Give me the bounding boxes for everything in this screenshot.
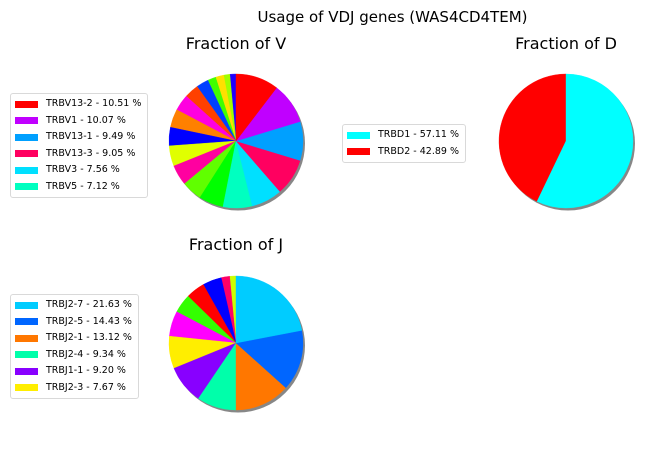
d-legend-label: TRBD2 - 42.89 % — [378, 145, 459, 157]
j-legend-label: TRBJ2-5 - 14.43 % — [46, 315, 132, 327]
figure-title: Usage of VDJ genes (WAS4CD4TEM) — [257, 8, 528, 26]
j-pie-slice — [235, 342, 287, 411]
v-legend-swatch — [15, 133, 38, 141]
v-legend-label: TRBV3 - 7.56 % — [46, 164, 120, 175]
j-legend-entry: TRBJ2-7 - 21.63 % — [15, 297, 132, 314]
j-pie-title: Fraction of J — [188, 235, 284, 254]
v-pie-legend: TRBV13-2 - 10.51 % TRBV1 - 10.07 % TRBV13-… — [10, 93, 149, 198]
d-pie-slice — [498, 73, 567, 202]
d-pie-slice — [536, 73, 634, 209]
j-legend-entry: TRBJ2-3 - 7.67 % — [15, 380, 132, 397]
d-legend-swatch — [347, 131, 370, 139]
j-legend-swatch — [15, 318, 38, 326]
v-legend-entry: TRBV13-2 - 10.51 % — [15, 96, 141, 113]
v-legend-swatch — [15, 183, 38, 191]
j-pie-slice — [235, 330, 304, 389]
j-legend-label: TRBJ1-1 - 9.20 % — [46, 365, 126, 376]
j-pie-slice — [235, 275, 303, 344]
v-legend-swatch — [15, 100, 38, 108]
d-legend-label: TRBD1 - 57.11 % — [378, 129, 459, 140]
d-pie-legend: TRBD1 - 57.11 % TRBD2 - 42.89 % — [342, 124, 466, 163]
j-legend-entry: TRBJ2-4 - 9.34 % — [15, 347, 132, 364]
d-pie-title: Fraction of D — [515, 34, 617, 53]
j-legend-swatch — [15, 301, 38, 309]
j-legend-entry: TRBJ1-1 - 9.20 % — [15, 363, 132, 380]
v-legend-label: TRBV13-2 - 10.51 % — [46, 98, 142, 109]
j-legend-label: TRBJ2-1 - 13.12 % — [46, 332, 132, 343]
v-pie-slice — [235, 73, 277, 142]
j-legend-label: TRBJ2-3 - 7.67 % — [46, 381, 126, 393]
v-legend-swatch — [15, 117, 38, 125]
v-legend-label: TRBV13-1 - 9.49 % — [46, 131, 136, 142]
j-legend-swatch — [15, 334, 38, 342]
j-legend-swatch — [15, 367, 38, 375]
j-legend-label: TRBJ2-4 - 9.34 % — [46, 348, 126, 360]
j-pie-legend: TRBJ2-7 - 21.63 % TRBJ2-5 - 14.43 % TRBJ2-… — [10, 294, 139, 399]
v-legend-label: TRBV13-3 - 9.05 % — [46, 147, 136, 159]
j-legend-entry: TRBJ2-5 - 14.43 % — [15, 314, 132, 331]
j-legend-entry: TRBJ2-1 - 13.12 % — [15, 330, 132, 347]
j-legend-swatch — [15, 384, 38, 392]
v-legend-label: TRBV5 - 7.12 % — [46, 180, 120, 192]
v-legend-swatch — [15, 150, 38, 158]
d-legend-swatch — [347, 148, 370, 156]
j-legend-label: TRBJ2-7 - 21.63 % — [46, 299, 132, 310]
d-legend-entry: TRBD1 - 57.11 % — [347, 127, 459, 144]
v-legend-label: TRBV1 - 10.07 % — [46, 114, 126, 126]
v-legend-swatch — [15, 166, 38, 174]
d-legend-entry: TRBD2 - 42.89 % — [347, 144, 459, 161]
v-pie-title: Fraction of V — [185, 34, 287, 53]
v-legend-entry: TRBV3 - 7.56 % — [15, 162, 141, 179]
v-legend-entry: TRBV13-1 - 9.49 % — [15, 129, 141, 146]
v-legend-entry: TRBV13-3 - 9.05 % — [15, 146, 141, 163]
j-legend-swatch — [15, 351, 38, 359]
v-legend-entry: TRBV1 - 10.07 % — [15, 113, 141, 130]
v-legend-entry: TRBV5 - 7.12 % — [15, 179, 141, 196]
